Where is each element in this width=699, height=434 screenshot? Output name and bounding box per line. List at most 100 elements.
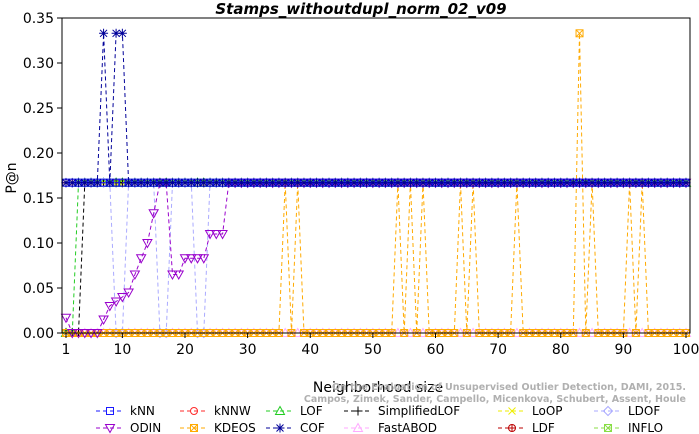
data-point [380, 178, 390, 188]
data-point [568, 178, 578, 188]
x-tick-label: 1 [62, 342, 71, 358]
data-point [204, 230, 216, 240]
y-axis-label: P@n [4, 162, 20, 193]
series-layer [60, 28, 692, 339]
data-point [443, 178, 453, 188]
data-point [562, 178, 572, 188]
data-point [343, 178, 353, 188]
y-tick-label: 0.00 [23, 326, 54, 342]
data-point [362, 178, 372, 188]
data-point [462, 178, 472, 188]
data-point [149, 178, 159, 188]
data-point [487, 178, 497, 188]
data-point [543, 178, 553, 188]
data-point [662, 178, 672, 188]
legend-item-cof: COF [266, 421, 325, 434]
y-tick-label: 0.30 [23, 56, 54, 72]
data-point [148, 209, 160, 219]
legend-marker [352, 422, 364, 432]
data-point [105, 178, 115, 188]
data-point [387, 178, 397, 188]
watermark-line: Campos, Zimek, Sander, Campello, Micenko… [304, 394, 686, 405]
data-point [86, 178, 96, 188]
legend-item-simplifiedlof: SimplifiedLOF [344, 404, 460, 418]
data-point [268, 178, 278, 188]
data-point [531, 178, 541, 188]
legend-marker [274, 405, 286, 415]
legend-label: LDOF [628, 404, 660, 418]
data-point [468, 178, 478, 188]
data-point [587, 178, 597, 188]
data-point [205, 178, 215, 188]
legend-item-knnw: kNNW [180, 404, 251, 418]
legend-label: INFLO [628, 421, 663, 434]
data-point [437, 178, 447, 188]
legend-marker [275, 423, 285, 433]
legend-label: KDEOS [214, 421, 256, 434]
data-point [681, 178, 691, 188]
x-tick-label: 50 [364, 342, 382, 358]
data-point [199, 178, 209, 188]
data-point [518, 178, 528, 188]
legend-label: FastABOD [378, 421, 437, 434]
data-point [67, 178, 77, 188]
data-point [631, 178, 641, 188]
data-point [179, 254, 191, 264]
legend-item-lof: LOF [266, 404, 323, 418]
legend-label: ODIN [130, 421, 161, 434]
data-point [524, 178, 534, 188]
plot-frame [61, 17, 691, 334]
x-tick-label: 10 [113, 342, 131, 358]
data-point [625, 178, 635, 188]
data-point [312, 178, 322, 188]
data-point [393, 178, 403, 188]
data-point [612, 178, 622, 188]
legend-marker [190, 407, 198, 415]
data-point [218, 178, 228, 188]
data-point [174, 178, 184, 188]
data-point [499, 178, 509, 188]
legend-label: SimplifiedLOF [378, 404, 460, 418]
data-point [117, 293, 128, 303]
data-point [130, 178, 140, 188]
series-cof [61, 28, 691, 188]
data-point [255, 178, 265, 188]
data-point [117, 28, 127, 38]
legend-marker [106, 407, 114, 415]
legend-item-inflo: INFLO [594, 421, 663, 434]
data-point [111, 28, 121, 38]
x-axis-label: Neighborhood size [313, 380, 443, 396]
legend-label: COF [300, 421, 325, 434]
data-point [249, 178, 259, 188]
data-point [243, 178, 253, 188]
data-point [129, 270, 141, 281]
data-point [537, 178, 547, 188]
legend-label: LoOP [532, 404, 563, 418]
data-point [299, 178, 309, 188]
legend-marker [353, 406, 363, 416]
data-point [167, 270, 178, 281]
legend-item-ldf: LDF [498, 421, 555, 434]
data-point [261, 178, 271, 188]
data-point [60, 313, 72, 324]
data-point [330, 178, 340, 188]
data-point [456, 178, 466, 188]
y-tick-label: 0.25 [23, 101, 54, 117]
data-point [124, 178, 134, 188]
y-tick-label: 0.10 [23, 236, 54, 252]
data-point [80, 178, 90, 188]
x-tick-label: 30 [239, 342, 257, 358]
legend: kNN kNNW LOF SimplifiedLOF LoOP LDOF ODIN KDEOS… [96, 404, 663, 434]
data-point [668, 178, 678, 188]
data-point [337, 178, 347, 188]
data-point [99, 28, 109, 38]
data-point [318, 178, 328, 188]
data-point [675, 178, 685, 188]
watermark: Campos, Zimek, Sander, Campello, Micenko… [304, 382, 686, 405]
y-tick-label: 0.35 [23, 11, 54, 27]
data-point [142, 239, 153, 249]
data-point [61, 178, 71, 188]
x-tick-label: 100 [673, 342, 699, 358]
legend-item-fastabod: FastABOD [344, 421, 437, 434]
